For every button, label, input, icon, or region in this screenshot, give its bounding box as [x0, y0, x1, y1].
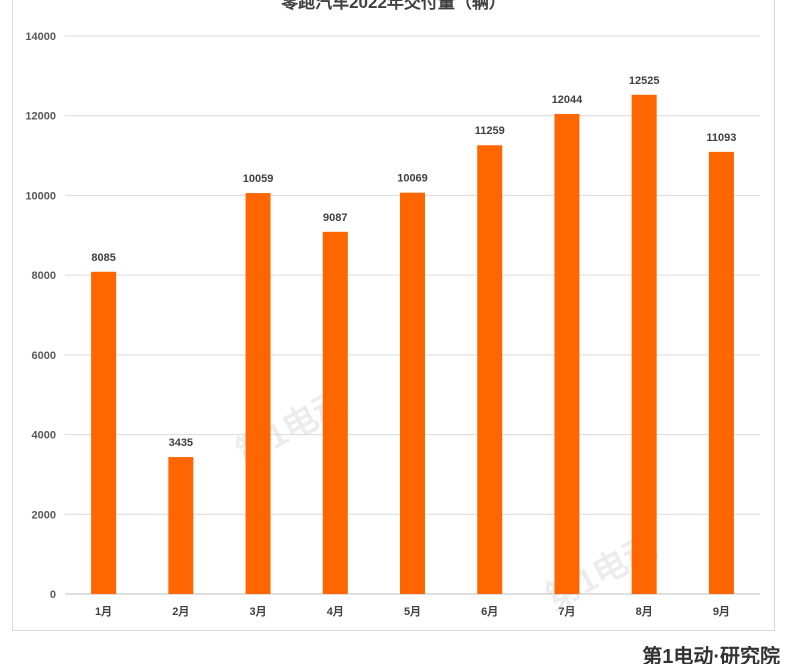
- y-tick-label: 8000: [32, 270, 56, 282]
- data-label: 3435: [169, 437, 193, 449]
- bar: [91, 271, 117, 594]
- y-tick-label: 4000: [32, 430, 56, 442]
- data-label: 8085: [91, 252, 115, 264]
- bar: [400, 192, 425, 595]
- y-tick-label: 2000: [32, 509, 56, 521]
- x-axis-ticks: 1月 2月 3月 4月 5月 6月 7月 8月 9月: [95, 605, 730, 618]
- data-label: 12525: [629, 75, 660, 87]
- y-axis-ticks: 0 2000 4000 6000 8000 10000 12000 14000: [25, 31, 56, 601]
- y-tick-label: 12000: [25, 111, 56, 123]
- brand-logo: 第1电动·研究院: [642, 646, 780, 664]
- x-tick-label: 9月: [713, 605, 730, 618]
- bar: [477, 145, 503, 595]
- x-tick-label: 7月: [558, 605, 575, 618]
- x-tick-label: 1月: [95, 605, 112, 618]
- y-tick-label: 14000: [25, 31, 56, 43]
- bar: [245, 193, 271, 594]
- x-tick-label: 4月: [327, 605, 344, 618]
- bar: [708, 151, 734, 594]
- bar: [554, 113, 580, 594]
- x-tick-label: 6月: [481, 605, 498, 618]
- x-tick-label: 5月: [404, 605, 421, 618]
- bar: [322, 231, 348, 594]
- data-label: 9087: [323, 212, 347, 224]
- x-tick-label: 2月: [172, 605, 189, 618]
- bar: [168, 457, 194, 594]
- y-tick-label: 0: [50, 589, 56, 601]
- data-label: 11259: [475, 125, 505, 137]
- y-tick-label: 10000: [25, 190, 56, 202]
- data-label: 12044: [552, 94, 583, 106]
- y-tick-label: 6000: [32, 350, 56, 362]
- data-label: 10069: [397, 173, 428, 185]
- bars: [91, 94, 734, 595]
- data-label: 11093: [706, 132, 736, 144]
- bar: [631, 94, 657, 595]
- data-label: 10059: [243, 173, 274, 185]
- data-labels: 8085 3435 10059 9087 10069 11259 12044 12525 110…: [91, 75, 736, 449]
- chart-title: 零跑汽车2022年交付量（辆）: [281, 0, 506, 12]
- x-tick-label: 8月: [636, 605, 653, 618]
- x-tick-label: 3月: [249, 605, 266, 618]
